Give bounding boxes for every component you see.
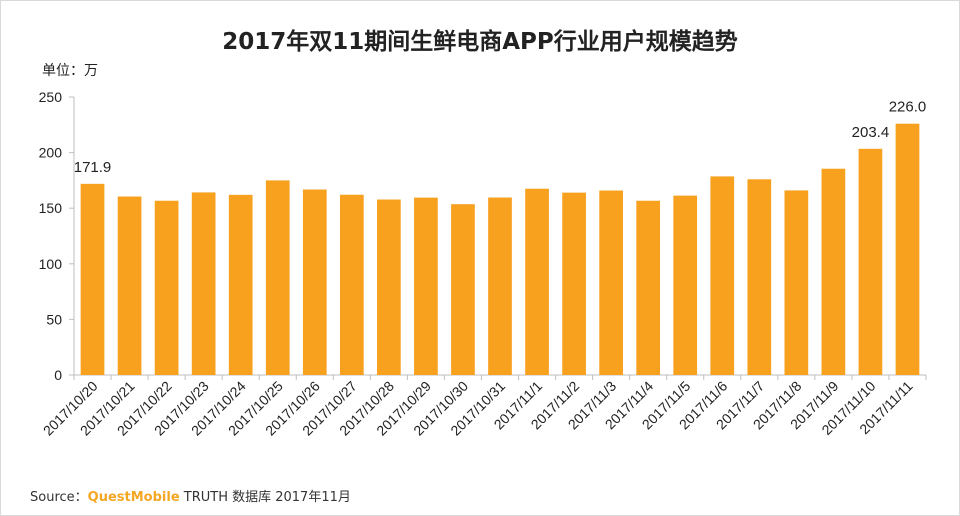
bar: [673, 195, 698, 375]
unit-label: 单位：万: [42, 63, 98, 79]
bar: [80, 183, 105, 375]
bar: [895, 123, 920, 375]
data-label: 171.9: [74, 159, 112, 176]
bar: [228, 194, 253, 375]
bar: [710, 176, 735, 375]
data-label: 226.0: [889, 99, 927, 116]
bar: [265, 180, 290, 375]
source-prefix: Source：: [30, 490, 88, 505]
bar: [747, 179, 772, 375]
y-tick-label: 250: [39, 89, 63, 105]
bar: [154, 200, 179, 375]
bar: [414, 197, 438, 375]
bar: [451, 204, 475, 375]
data-label: 203.4: [852, 124, 890, 141]
y-tick-label: 50: [46, 311, 62, 327]
y-tick-label: 200: [39, 145, 63, 161]
bar: [339, 194, 364, 375]
bar: [117, 196, 142, 375]
bar: [636, 200, 661, 375]
bar: [858, 148, 883, 375]
source-brand: QuestMobile: [87, 490, 180, 505]
bar: [488, 197, 512, 375]
bar: [377, 199, 401, 375]
source-suffix: TRUTH 数据库 2017年11月: [179, 490, 351, 505]
y-tick-label: 150: [39, 200, 63, 216]
bar: [525, 188, 549, 375]
y-tick-label: 100: [39, 256, 63, 272]
chart-title: 2017年双11期间生鲜电商APP行业用户规模趋势: [222, 29, 738, 55]
bar: [302, 189, 327, 375]
bar: [599, 190, 623, 375]
bar: [821, 168, 846, 375]
bar: [191, 192, 216, 375]
y-tick-label: 0: [54, 367, 62, 383]
bar: [562, 192, 586, 375]
source-note: Source：QuestMobile TRUTH 数据库 2017年11月: [30, 486, 351, 505]
bar: [784, 190, 809, 375]
